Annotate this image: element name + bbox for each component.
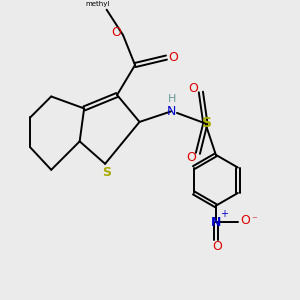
Text: ⁻: ⁻ bbox=[251, 216, 257, 226]
Text: methyl: methyl bbox=[85, 1, 110, 7]
Text: O: O bbox=[212, 240, 222, 253]
Text: O: O bbox=[168, 51, 178, 64]
Text: O: O bbox=[112, 26, 122, 39]
Text: S: S bbox=[202, 116, 212, 130]
Text: H: H bbox=[168, 94, 177, 104]
Text: N: N bbox=[211, 216, 221, 229]
Text: O: O bbox=[188, 82, 198, 95]
Text: +: + bbox=[220, 209, 228, 219]
Text: O: O bbox=[186, 151, 196, 164]
Text: S: S bbox=[102, 166, 111, 179]
Text: N: N bbox=[166, 105, 176, 118]
Text: O: O bbox=[240, 214, 250, 227]
